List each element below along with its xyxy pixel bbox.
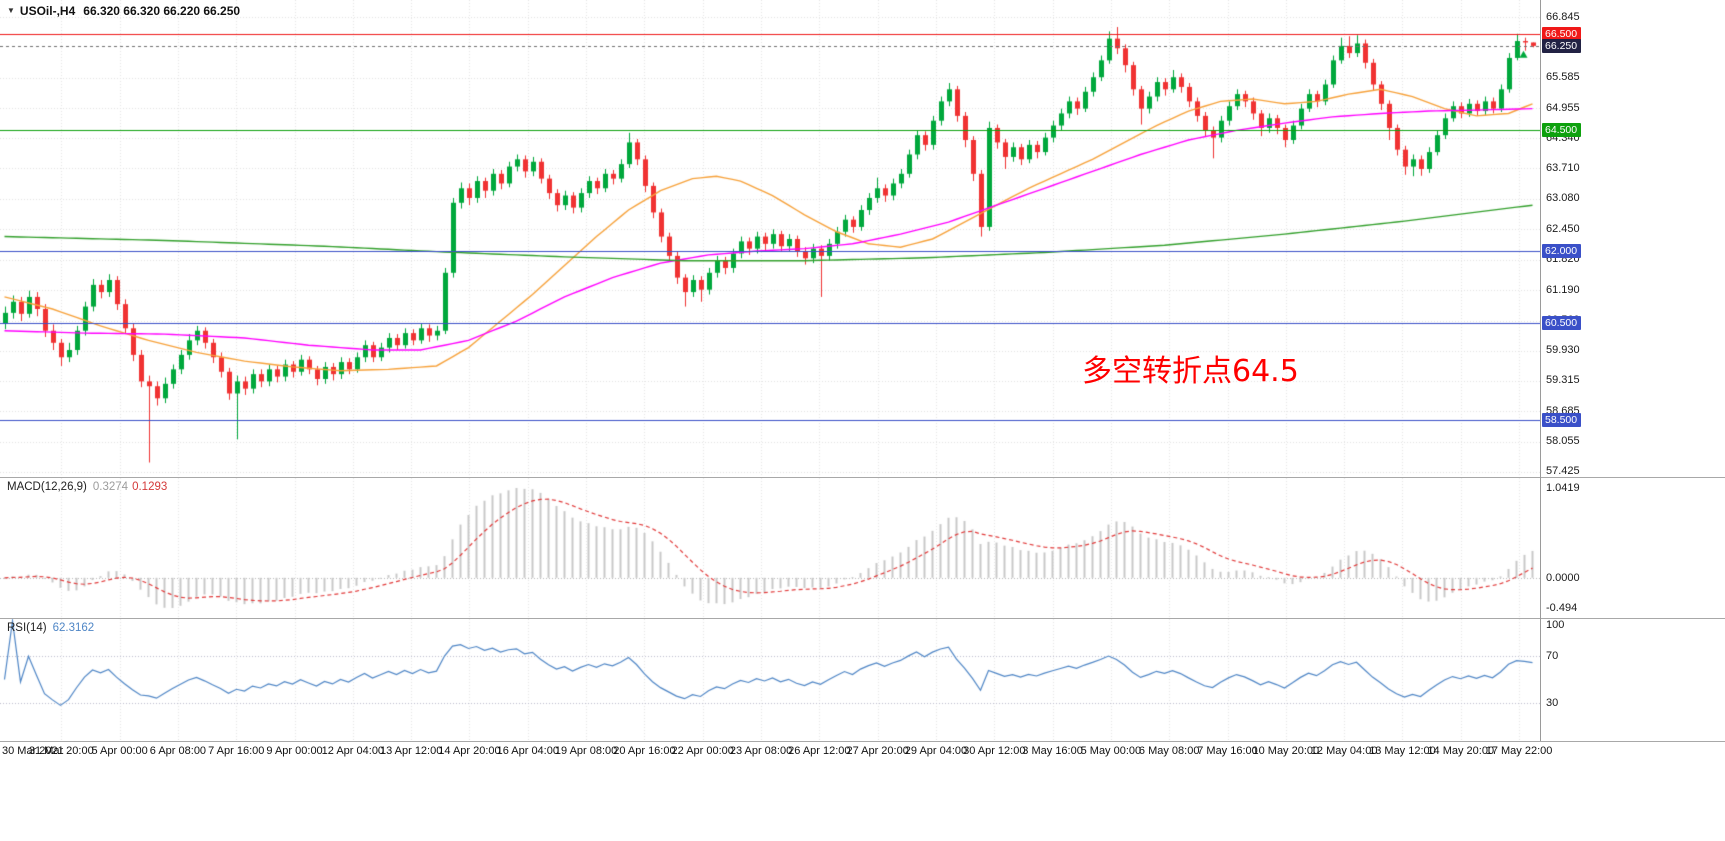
level-price-tag: 64.500 — [1542, 123, 1582, 138]
time-axis-label: 22 Apr 00:00 — [671, 745, 734, 757]
price-axis[interactable]: 66.845 65.585 64.955 64.340 63.710 63.080 62.4… — [1541, 0, 1725, 477]
macd-label: MACD(12,26,9) 0.3274 0.1293 — [7, 481, 167, 493]
time-axis-label: 20 Apr 16:00 — [613, 745, 676, 757]
time-axis-label: 5 May 00:00 — [1080, 745, 1142, 757]
time-axis-label: 16 Apr 04:00 — [496, 745, 559, 757]
price-tick-label: 59.315 — [1546, 374, 1580, 387]
chart-header: ▼ USOil-,H4 66.320 66.320 66.220 66.250 — [7, 4, 240, 18]
time-axis-label: 26 Apr 12:00 — [788, 745, 851, 757]
macd-indicator-name: MACD(12,26,9) — [7, 481, 87, 493]
price-tick-label: 61.190 — [1546, 283, 1580, 296]
rsi-axis[interactable]: 100 70 30 — [1541, 619, 1725, 741]
rsi-indicator-name: RSI(14) — [7, 622, 47, 634]
pane-separator[interactable] — [0, 741, 1725, 742]
time-axis-label: 17 May 22:00 — [1485, 745, 1553, 757]
time-axis-label: 3 May 16:00 — [1022, 745, 1083, 757]
time-axis-label: 14 Apr 20:00 — [438, 745, 501, 757]
price-tick-label: 59.930 — [1546, 344, 1580, 357]
macd-axis-label: 1.0419 — [1546, 482, 1580, 494]
symbol-timeframe-label: USOil-,H4 — [19, 4, 76, 18]
price-tick-label: 65.585 — [1546, 71, 1580, 84]
macd-axis-label: 0.0000 — [1546, 571, 1580, 584]
rsi-pane: RSI(14) 62.3162 100 70 30 — [0, 619, 1725, 741]
time-axis-label: 30 Mar 2021 — [2, 745, 64, 757]
time-axis-label: 7 Apr 16:00 — [208, 745, 265, 757]
time-axis-label: 6 May 08:00 — [1138, 745, 1200, 757]
price-tick-label: 66.845 — [1546, 10, 1580, 23]
time-axis-label: 31 Mar 20:00 — [28, 745, 94, 757]
time-axis-label: 14 May 20:00 — [1427, 745, 1495, 757]
time-axis-label: 5 Apr 00:00 — [91, 745, 148, 757]
macd-pane: MACD(12,26,9) 0.3274 0.1293 1.0419 0.0000 -0… — [0, 478, 1725, 618]
time-axis-label: 9 Apr 00:00 — [266, 745, 323, 757]
time-axis-label: 19 Apr 08:00 — [554, 745, 618, 757]
time-axis-label: 6 Apr 08:00 — [149, 745, 207, 757]
time-axis-label: 27 Apr 20:00 — [846, 745, 909, 757]
time-axis-label: 10 May 20:00 — [1252, 745, 1320, 757]
price-chart-canvas[interactable] — [0, 0, 1540, 477]
pane-separator[interactable] — [0, 618, 1725, 619]
time-axis-label: 23 Apr 08:00 — [729, 745, 793, 757]
macd-axis-label: -0.494 — [1546, 602, 1578, 614]
current-price-tag: 66.250 — [1542, 38, 1582, 53]
macd-main-value: 0.3274 — [92, 481, 129, 493]
time-axis-label: 12 Apr 04:00 — [321, 745, 385, 757]
price-tick-label: 63.080 — [1546, 192, 1580, 205]
price-tick-label: 62.450 — [1546, 222, 1580, 235]
level-price-tag: 66.500 — [1542, 26, 1582, 41]
time-axis[interactable]: 30 Mar 2021 31 Mar 20:00 5 Apr 00:00 6 Apr … — [0, 742, 1725, 763]
rsi-axis-label: 100 — [1546, 619, 1565, 631]
price-tick-label: 63.710 — [1546, 161, 1580, 174]
level-price-tag: 58.500 — [1542, 413, 1582, 428]
rsi-canvas[interactable] — [0, 619, 1540, 740]
price-tick-label: 57.425 — [1546, 465, 1580, 478]
main-chart-pane: ▼ USOil-,H4 66.320 66.320 66.220 66.250 多空… — [0, 0, 1725, 478]
price-tick-label: 64.955 — [1546, 101, 1580, 114]
macd-axis[interactable]: 1.0419 0.0000 -0.494 — [1541, 478, 1725, 618]
rsi-label: RSI(14) 62.3162 — [7, 622, 94, 634]
chart-dropdown-icon[interactable]: ▼ — [7, 6, 15, 15]
rsi-axis-label: 70 — [1546, 650, 1559, 663]
time-axis-label: 29 Apr 04:00 — [904, 745, 968, 757]
time-axis-label: 13 Apr 12:00 — [379, 745, 443, 757]
time-axis-label: 30 Apr 12:00 — [963, 745, 1026, 757]
time-axis-label: 7 May 16:00 — [1197, 745, 1258, 757]
macd-canvas[interactable] — [0, 478, 1540, 618]
macd-signal-value: 0.1293 — [132, 481, 168, 493]
pane-separator[interactable] — [0, 477, 1725, 478]
price-tick-label: 58.055 — [1546, 435, 1580, 447]
level-price-tag: 60.500 — [1542, 316, 1582, 331]
time-axis-label: 12 May 04:00 — [1310, 745, 1378, 757]
annotation-text[interactable]: 多空转折点64.5 — [1082, 354, 1299, 389]
time-axis-label: 13 May 12:00 — [1369, 745, 1436, 757]
rsi-axis-label: 30 — [1546, 696, 1559, 709]
axis-border[interactable] — [1540, 0, 1541, 741]
level-price-tag: 62.000 — [1542, 244, 1582, 259]
ohlc-values: 66.320 66.320 66.220 66.250 — [83, 4, 241, 18]
rsi-value: 62.3162 — [52, 622, 95, 634]
